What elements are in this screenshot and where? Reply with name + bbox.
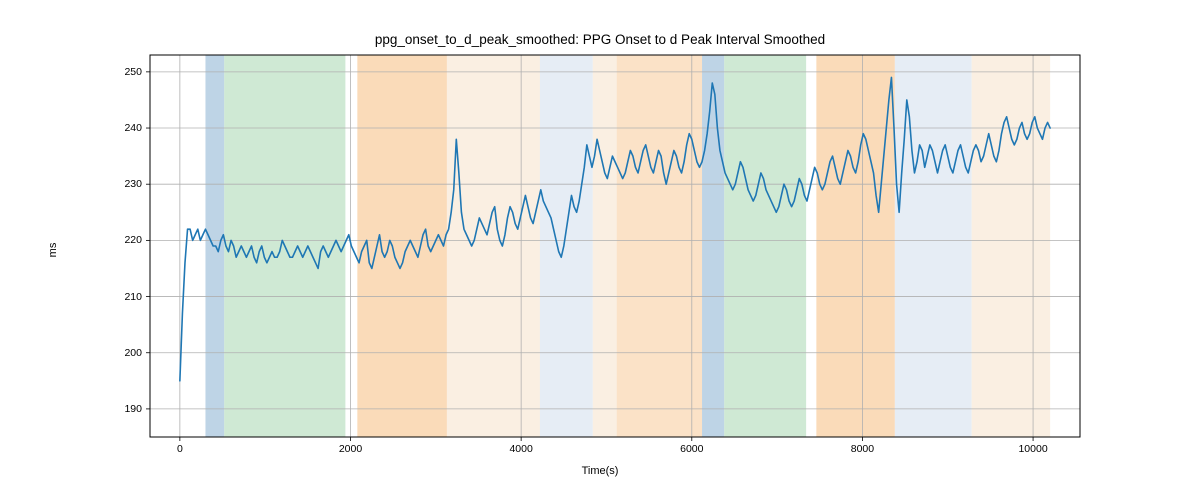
ytick-label: 250 <box>102 66 142 78</box>
ytick-label: 220 <box>102 234 142 246</box>
annotation-band <box>447 55 540 437</box>
annotation-band <box>617 55 702 437</box>
xtick-label: 0 <box>177 443 183 455</box>
xtick-label: 6000 <box>680 443 703 455</box>
xtick-label: 10000 <box>1018 443 1047 455</box>
chart-figure: ppg_onset_to_d_peak_smoothed: PPG Onset … <box>0 0 1200 500</box>
annotation-band <box>816 55 894 437</box>
ytick-label: 190 <box>102 403 142 415</box>
ytick-label: 210 <box>102 291 142 303</box>
ytick-label: 240 <box>102 122 142 134</box>
annotation-band <box>724 55 806 437</box>
annotation-band <box>972 55 1050 437</box>
xtick-label: 2000 <box>339 443 362 455</box>
plot-svg <box>0 0 1200 500</box>
annotation-band <box>593 55 617 437</box>
xtick-label: 8000 <box>851 443 874 455</box>
ytick-label: 230 <box>102 178 142 190</box>
annotation-band <box>702 55 724 437</box>
xtick-label: 4000 <box>509 443 532 455</box>
annotation-band <box>540 55 593 437</box>
ytick-label: 200 <box>102 347 142 359</box>
